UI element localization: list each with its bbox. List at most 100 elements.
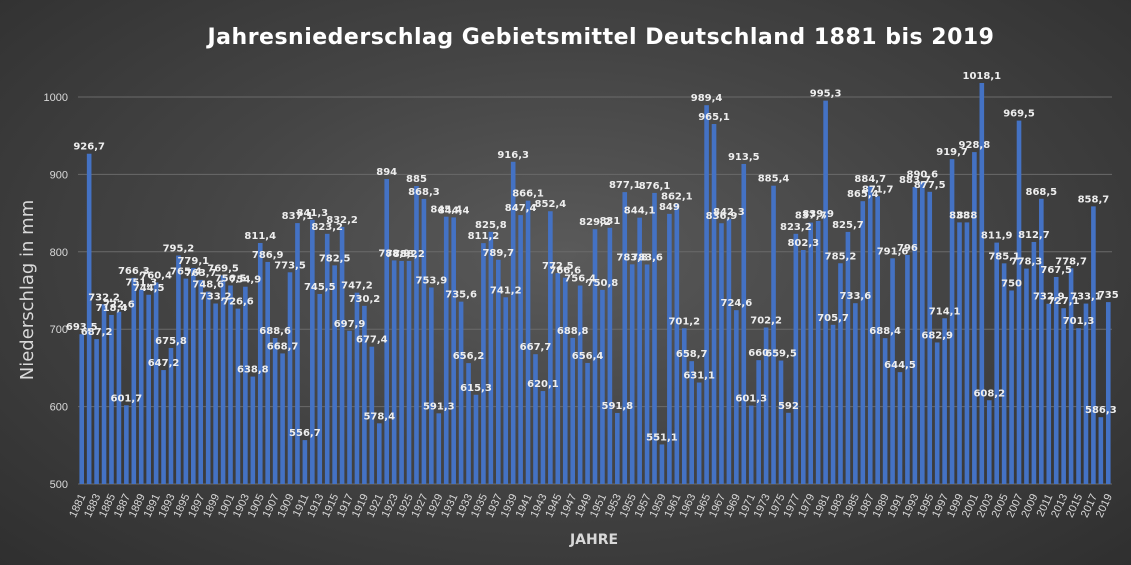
bar-1883 [94,339,99,484]
bar-1942 [533,354,538,484]
data-label-1949: 656,4 [572,351,604,362]
bar-2018 [1098,417,1104,484]
bar-1941 [525,200,531,484]
data-label-1925: 788,2 [393,249,425,260]
data-label-1939: 916,3 [497,150,529,161]
bar-1932 [458,301,464,484]
data-label-1962: 701,2 [668,316,700,327]
data-label-1921: 578,4 [363,411,395,422]
bar-1957 [644,264,650,484]
data-label-2017: 858,7 [1078,194,1110,205]
bar-1977 [793,233,799,484]
data-label-1999: 838 [949,210,970,221]
bar-1905 [257,242,263,484]
bar-1966 [711,124,717,484]
bar-1894 [176,255,181,484]
data-label-1969: 724,6 [721,298,753,309]
bar-1949 [585,362,590,484]
data-label-1980: 839,9 [802,209,834,220]
bar-1978 [800,250,806,484]
bar-1995 [927,191,933,484]
bar-1959 [659,444,665,484]
data-label-2010: 868,5 [1026,187,1058,198]
data-label-2009: 812,7 [1018,230,1050,241]
data-label-1970: 913,5 [728,152,760,163]
data-label-1979: 837,7 [795,211,827,222]
y-tick-label: 500 [50,479,68,491]
data-label-1958: 876,1 [639,181,671,192]
data-label-1984: 825,7 [832,220,864,231]
bar-1897 [198,279,204,484]
bar-1990 [890,258,895,484]
data-label-1972: 660 [748,348,769,359]
data-label-1946: 766,6 [549,266,581,277]
data-label-1990: 791,6 [877,246,909,257]
bar-1956 [637,217,642,485]
bar-1904 [250,376,256,484]
bar-1911 [302,440,308,484]
bar-2005 [1001,263,1007,484]
data-label-1884: 732,2 [88,292,120,303]
bar-1963 [689,361,695,484]
data-label-2012: 767,5 [1040,265,1072,276]
data-label-1935: 811,2 [468,231,500,242]
bar-1903 [243,286,248,484]
bar-1935 [481,243,486,484]
bar-2012 [1053,276,1059,484]
data-label-1964: 631,1 [683,371,715,382]
y-tick-label: 700 [50,324,68,336]
data-label-1938: 741,2 [490,285,522,296]
data-label-1936: 825,8 [475,220,507,231]
bar-1900 [220,275,226,484]
bar-1937 [495,259,501,484]
data-label-1881: 693,5 [66,322,98,333]
bar-1892 [161,370,166,484]
bar-1923 [391,260,397,484]
bar-1922 [384,179,390,485]
bar-1926 [414,186,419,484]
bar-1882 [86,153,92,485]
data-label-1906: 786,9 [252,250,284,261]
data-label-2011: 732,9 [1033,292,1065,303]
data-label-1940: 847,4 [505,203,537,214]
bar-1908 [280,353,285,484]
data-label-1915: 782,5 [319,253,351,264]
bar-1976 [786,412,791,484]
bar-2006 [1009,290,1014,484]
data-label-2015: 701,3 [1063,316,1095,327]
data-label-1967: 836,9 [706,211,738,222]
bar-1992 [905,254,910,484]
bar-1998 [949,159,955,484]
bar-1962 [681,328,687,484]
bar-2015 [1076,328,1081,484]
data-label-1898: 748,6 [192,280,224,291]
data-label-1950: 829,2 [579,217,611,228]
y-tick-label: 600 [50,402,68,414]
bar-1891 [153,282,159,484]
bar-1895 [183,278,189,484]
data-label-1963: 658,7 [676,349,708,360]
bar-1913 [317,293,323,484]
data-label-1985: 733,6 [840,291,872,302]
bar-1927 [421,198,427,484]
data-label-1993: 883,7 [899,175,931,186]
bar-1950 [592,229,598,484]
data-label-1897: 763,7 [185,268,217,279]
bar-2013 [1061,308,1066,484]
bar-1925 [406,260,412,484]
data-label-1937: 789,7 [482,248,514,259]
x-axis-ticks: 1881188318851887188918911893189518971899… [67,492,1115,519]
bar-1898 [205,291,211,484]
bar-1958 [652,192,657,484]
data-label-1953: 591,8 [601,401,633,412]
bar-1910 [295,223,300,484]
data-label-1896: 779,1 [177,256,209,267]
bar-1938 [503,297,509,484]
bar-2007 [1016,120,1022,485]
data-label-1960: 849 [659,202,680,213]
bar-2017 [1091,206,1096,484]
bar-1960 [667,213,672,484]
bar-1916 [339,226,345,484]
bar-2008 [1024,268,1029,484]
